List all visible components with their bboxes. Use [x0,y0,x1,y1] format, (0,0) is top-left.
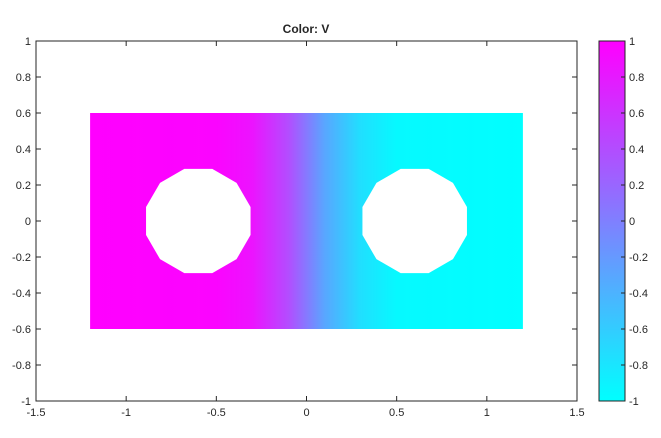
y-tick-label: 1 [25,36,31,48]
colorbar-tick-label: 1 [629,36,635,48]
x-tick-label: 1 [484,407,490,419]
y-tick-label: 0.4 [16,144,31,156]
x-tick-label: 1.5 [569,407,584,419]
field-region [90,113,523,329]
y-tick-label: -0.8 [12,360,31,372]
x-tick-label: -0.5 [207,407,226,419]
x-tick-label: -1 [121,407,131,419]
y-tick-label: -0.4 [12,288,31,300]
colorbar-tick-label: 0.8 [629,72,644,84]
x-tick-label: 0.5 [389,407,404,419]
y-tick-label: 0 [25,216,31,228]
y-tick-label: -1 [21,396,31,408]
colorbar-tick-label: 0 [629,216,635,228]
y-tick-label: -0.6 [12,324,31,336]
y-tick-label: 0.6 [16,108,31,120]
x-tick-label: 0 [303,407,309,419]
colorbar-tick-label: -0.8 [629,360,648,372]
colorbar-tick-label: 0.6 [629,108,644,120]
colorbar-tick-label: -0.6 [629,324,648,336]
chart-title: Color: V [283,22,330,36]
y-tick-label: 0.8 [16,72,31,84]
colorbar-tick-label: -0.2 [629,252,648,264]
colorbar-tick-label: -1 [629,396,639,408]
y-tick-label: 0.2 [16,180,31,192]
colorbar-tick-label: -0.4 [629,288,648,300]
colorbar-tick-label: 0.4 [629,144,644,156]
x-tick-label: -1.5 [27,407,46,419]
colorbar-tick-label: 0.2 [629,180,644,192]
y-tick-label: -0.2 [12,252,31,264]
